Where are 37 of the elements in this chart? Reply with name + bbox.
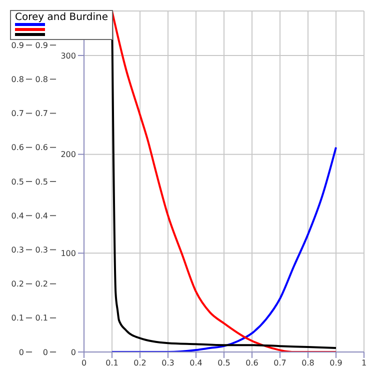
x-tick-label: 0.4 bbox=[190, 358, 202, 368]
x-tick-label: 0.8 bbox=[302, 358, 314, 368]
y-tick-label: 100 bbox=[60, 249, 76, 258]
y3-tick-label: 0.8 bbox=[11, 75, 24, 84]
x-tick-label: 0.9 bbox=[330, 358, 342, 368]
y2-tick-label: 0.9 bbox=[35, 40, 48, 50]
y2-tick-label: 0.4 bbox=[35, 211, 48, 220]
line-series bbox=[111, 146, 337, 352]
y-tick-label: 200 bbox=[60, 150, 76, 160]
x-tick-label: 0.5 bbox=[218, 358, 230, 368]
y2-tick-label: 0.6 bbox=[35, 143, 48, 152]
x-tick-label: 1 bbox=[361, 358, 367, 368]
y-tick-label: 300 bbox=[60, 51, 76, 60]
y3-tick-label: 0.5 bbox=[11, 177, 24, 186]
y2-tick-label: 0.7 bbox=[35, 109, 48, 118]
y3-tick-label: 0.1 bbox=[11, 314, 24, 323]
y3-tick-label: 0.6 bbox=[11, 143, 24, 152]
y2-tick-label: 0.2 bbox=[35, 280, 48, 289]
y2-tick-label: 0.5 bbox=[35, 177, 48, 186]
y3-tick-label: 0.3 bbox=[11, 246, 24, 255]
x-tick-label: 0.6 bbox=[246, 358, 258, 368]
y2-tick-label: 0.8 bbox=[35, 75, 48, 84]
x-tick-label: 0.7 bbox=[274, 358, 286, 368]
y3-tick-label: 0.7 bbox=[11, 109, 24, 118]
y2-tick-label: 0.3 bbox=[35, 246, 48, 255]
y3-tick-label: 0.2 bbox=[11, 280, 24, 289]
legend-title: Corey and Burdine bbox=[15, 12, 108, 23]
y3-tick-label: 0.4 bbox=[11, 211, 24, 220]
x-tick-label: 0.1 bbox=[106, 358, 118, 368]
y2-tick-label: 0 bbox=[42, 348, 48, 357]
x-tick-label: 0.2 bbox=[134, 358, 146, 368]
x-tick-label: 0 bbox=[81, 358, 87, 368]
y-tick-label: 0 bbox=[70, 348, 76, 357]
x-tick-label: 0.3 bbox=[162, 358, 174, 368]
y2-tick-label: 0.1 bbox=[35, 314, 48, 323]
y3-tick-label: 0.9 bbox=[11, 40, 24, 50]
y3-tick-label: 0 bbox=[18, 348, 24, 357]
